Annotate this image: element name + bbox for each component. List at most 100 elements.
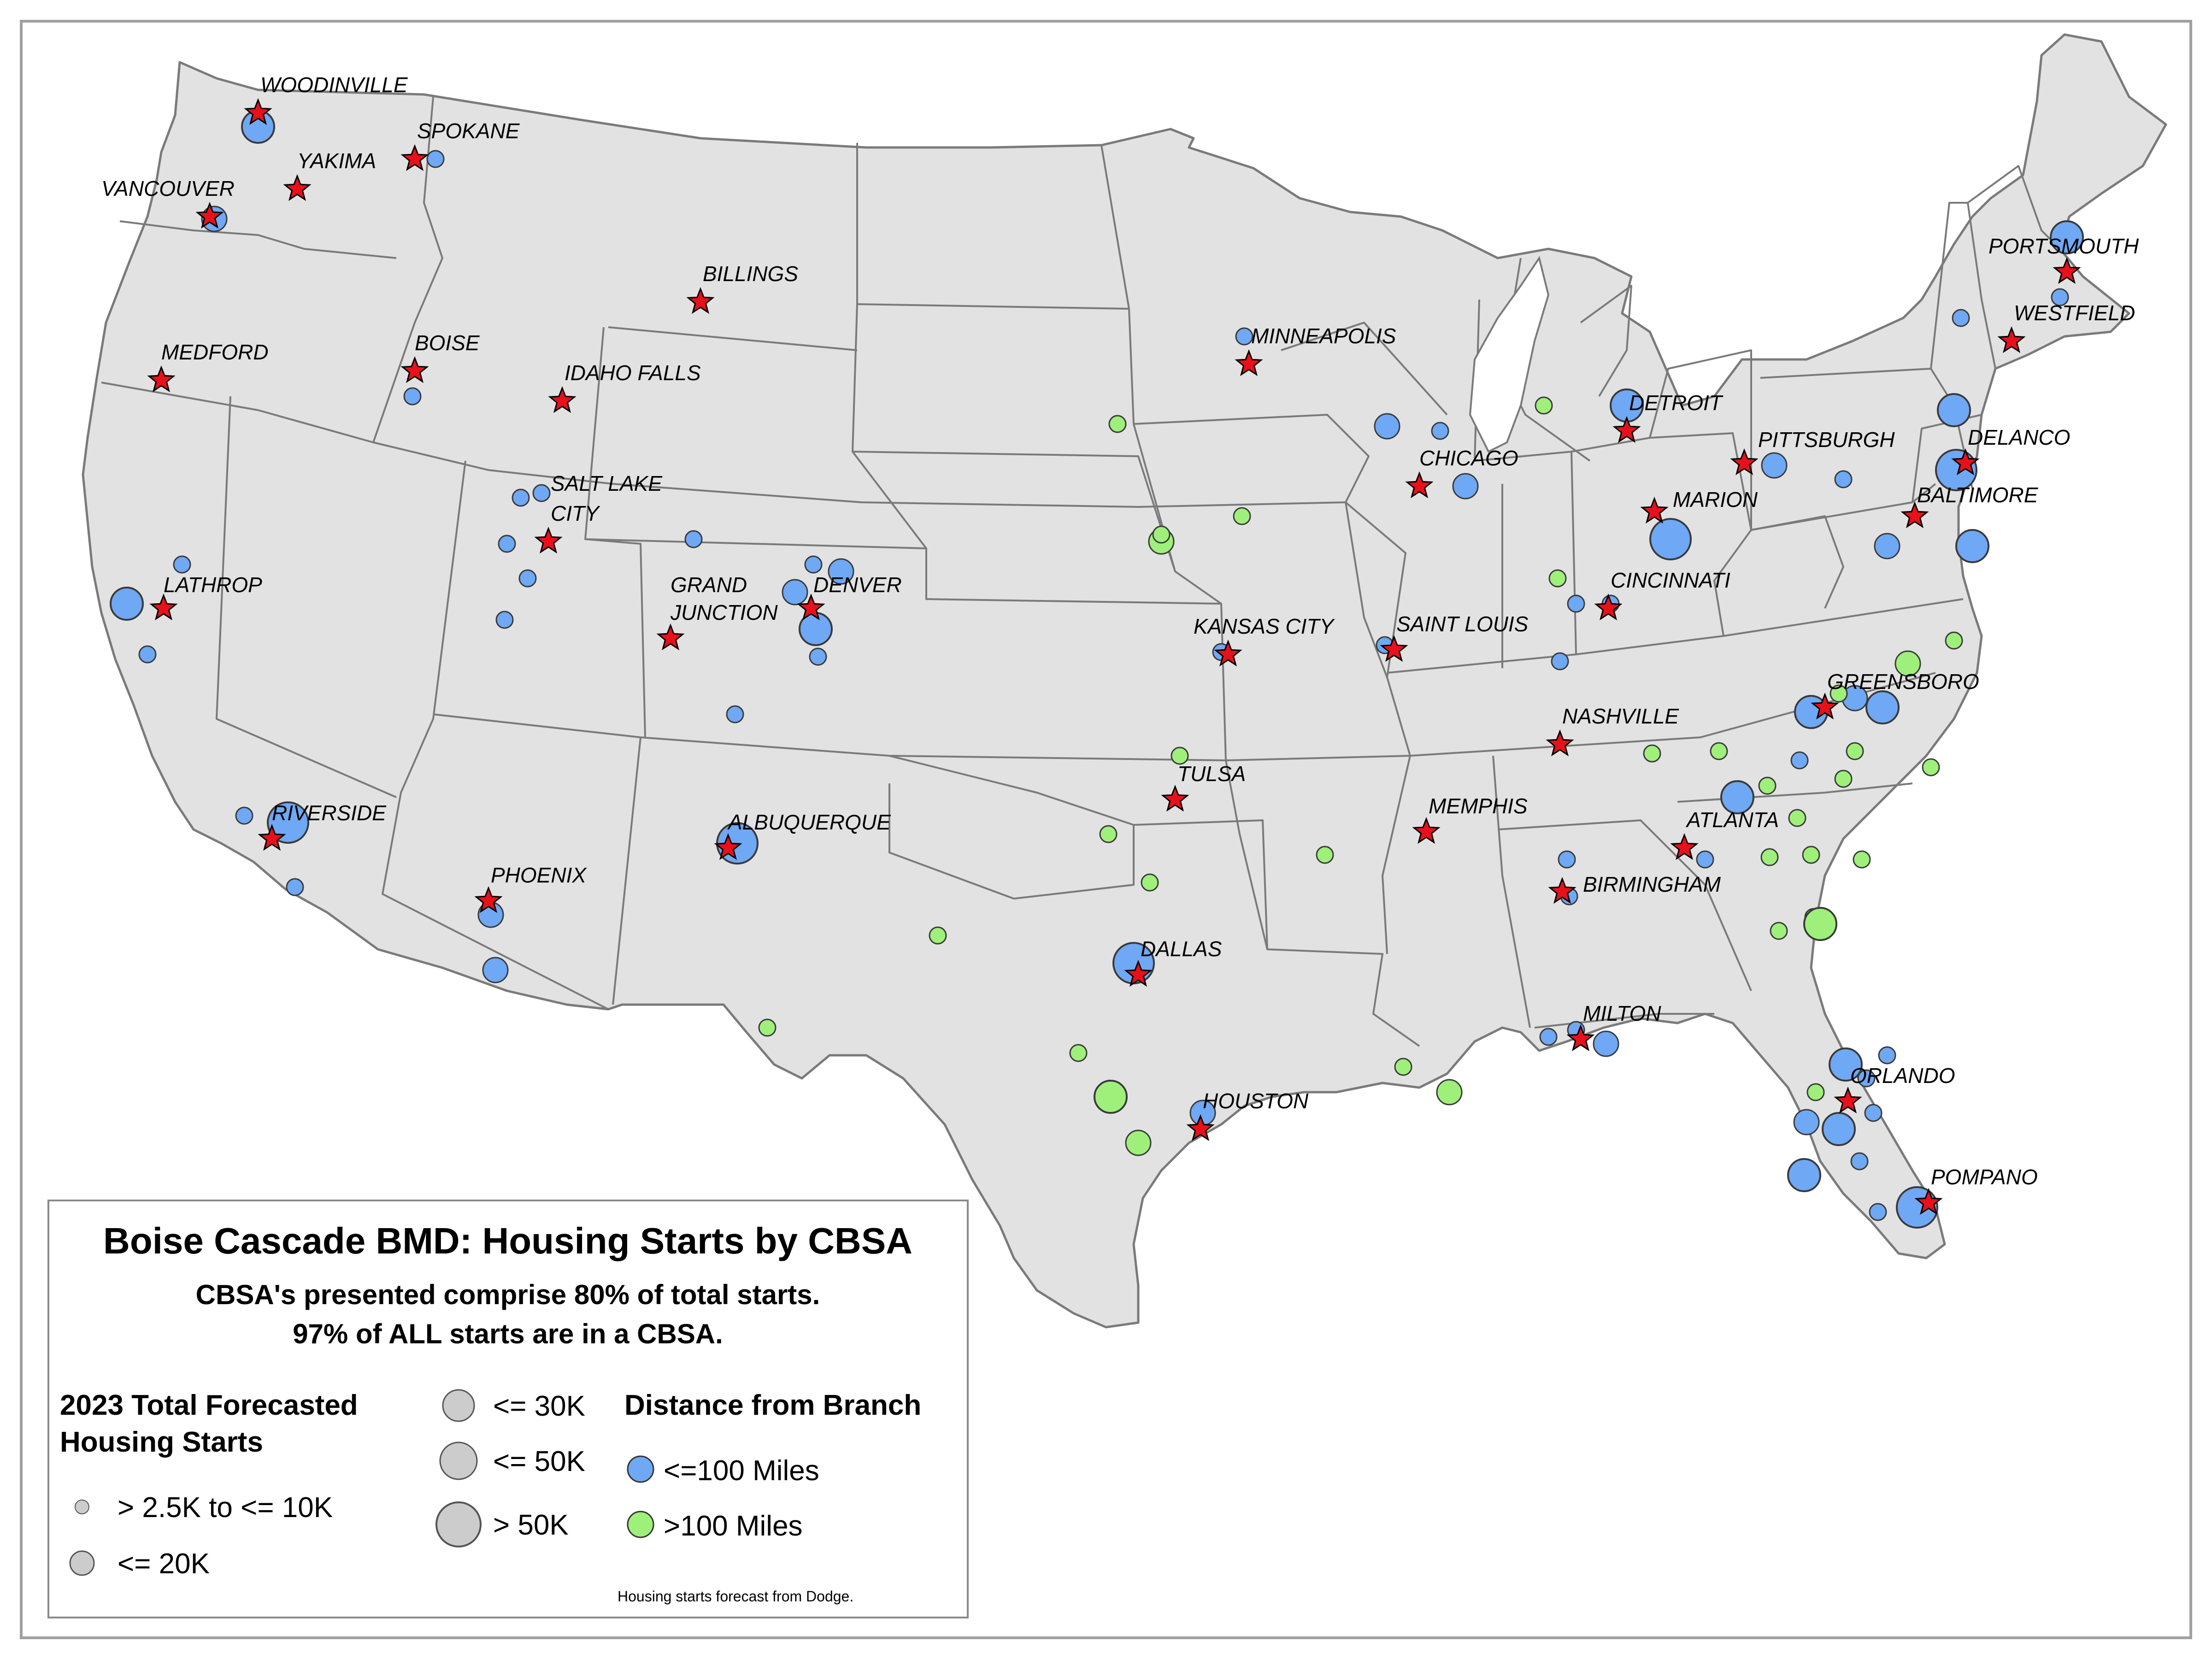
branch-star-icon (258, 824, 286, 851)
branch-star-icon (686, 287, 715, 314)
state-border (372, 96, 1346, 508)
branch-label: PORTSMOUTH (1988, 234, 2139, 258)
cbsa-circle (1937, 393, 1971, 427)
state-border (1751, 515, 1844, 609)
size-heading-line1: 2023 Total Forecasted (60, 1389, 358, 1421)
branch-label: SPOKANE (417, 119, 520, 143)
branch-label: CHICAGO (1419, 446, 1518, 470)
branch-label: SALT LAKE (551, 471, 663, 495)
state-border (1497, 819, 1752, 991)
cbsa-circle (1857, 1069, 1876, 1088)
cbsa-circle (1802, 846, 1820, 864)
state-border (1492, 755, 1531, 1028)
cbsa-circle (267, 801, 309, 844)
cbsa-circle (1094, 1080, 1128, 1114)
branch-label: DELANCO (1968, 425, 2070, 449)
cbsa-circle (1790, 751, 1809, 770)
cbsa-circle (1874, 533, 1900, 559)
branch-star-icon (1670, 833, 1699, 860)
cbsa-circle (1869, 1203, 1887, 1221)
cbsa-circle (1850, 1152, 1869, 1171)
branch-star-icon (1548, 877, 1577, 904)
branch-label: POMPANO (1931, 1165, 2038, 1189)
branch-label: BALTIMORE (1917, 483, 2039, 507)
branch-label: PITTSBURGH (1758, 428, 1895, 452)
branch-label: MEMPHIS (1429, 794, 1528, 818)
branch-label: BILLINGS (703, 262, 798, 286)
branch-star-icon (1730, 448, 1759, 476)
cbsa-circle (110, 587, 144, 621)
source-note: Housing starts forecast from Dodge. (618, 1588, 853, 1605)
branch-label: MARION (1673, 488, 1758, 512)
size-class-label: <= 30K (493, 1390, 585, 1422)
state-border (1580, 285, 1632, 397)
branch-star-icon (1834, 1086, 1862, 1114)
state-border (101, 382, 374, 443)
legend: Boise Cascade BMD: Housing Starts by CBS… (47, 1200, 969, 1618)
branch-star-icon (714, 833, 742, 860)
cbsa-circle (1548, 569, 1567, 588)
cbsa-circle (1710, 742, 1728, 760)
branch-star-icon (474, 886, 503, 913)
cbsa-circle (1865, 690, 1900, 724)
branch-star-icon (147, 365, 176, 393)
branch-star-icon (1380, 635, 1408, 662)
cbsa-circle (1894, 650, 1921, 677)
branch-star-icon (1997, 326, 2026, 353)
legend-subtitle-line2: 97% of ALL starts are in a CBSA. (293, 1318, 723, 1349)
branch-star-icon (1214, 639, 1242, 667)
cbsa-circle (1567, 594, 1585, 613)
cbsa-circle (1793, 1109, 1820, 1135)
cbsa-circle (1374, 413, 1400, 440)
branch-star-icon (1546, 729, 1574, 757)
cbsa-circle (1830, 684, 1848, 703)
cbsa-circle (828, 558, 854, 585)
cbsa-circle (1316, 846, 1334, 864)
cbsa-circle (726, 705, 744, 724)
state-border (1133, 414, 1406, 678)
branch-star-icon (283, 174, 312, 201)
cbsa-circle (1760, 848, 1779, 866)
us-landmass (82, 33, 2167, 1329)
branch-star-icon (1900, 501, 1929, 529)
cbsa-circle (1955, 529, 1989, 563)
cbsa-circle (1761, 452, 1788, 479)
branch-star-icon (1914, 1188, 1943, 1215)
state-border (857, 303, 1130, 310)
cbsa-circle (1878, 1046, 1896, 1065)
cbsa-circle (758, 1018, 777, 1037)
branch-label: BIRMINGHAM (1583, 872, 1721, 896)
cbsa-circle (1099, 825, 1118, 843)
cbsa-circle (1436, 1079, 1463, 1106)
branch-label: HOUSTON (1203, 1089, 1309, 1113)
cbsa-circle (1829, 1047, 1863, 1082)
branch-label: KANSAS CITY (1194, 614, 1335, 638)
branch-label: GRAND (671, 573, 747, 597)
cbsa-circle (518, 569, 537, 588)
state-border (1760, 368, 1973, 489)
size-swatch-1 (75, 1500, 89, 1514)
branch-star-icon (534, 526, 563, 554)
cbsa-circle (1152, 525, 1171, 544)
branch-star-icon (1566, 1024, 1595, 1052)
cbsa-circle (1535, 396, 1553, 415)
cbsa-circle (1864, 1104, 1883, 1122)
state-border (119, 220, 397, 259)
branch-label: ATLANTA (1685, 808, 1779, 832)
branch-star-icon (400, 144, 429, 171)
legend-subtitle-line1: CBSA's presented comprise 80% of total s… (196, 1279, 820, 1310)
branch-label: GREENSBORO (1827, 670, 1979, 694)
size-swatch-5 (435, 1501, 482, 1547)
cbsa-circle (286, 878, 304, 896)
cbsa-circle (1593, 1030, 1619, 1057)
cbsa-circle (1069, 1044, 1088, 1062)
size-class-label: <= 50K (493, 1446, 585, 1477)
cbsa-circle (1758, 777, 1777, 795)
cbsa-circle (532, 484, 551, 502)
branch-star-icon (1951, 448, 1980, 476)
distance-heading: Distance from Branch (624, 1389, 921, 1421)
cbsa-circle (426, 150, 445, 168)
branch-star-icon (2053, 257, 2081, 284)
branch-label: VANCOUVER (101, 176, 235, 200)
